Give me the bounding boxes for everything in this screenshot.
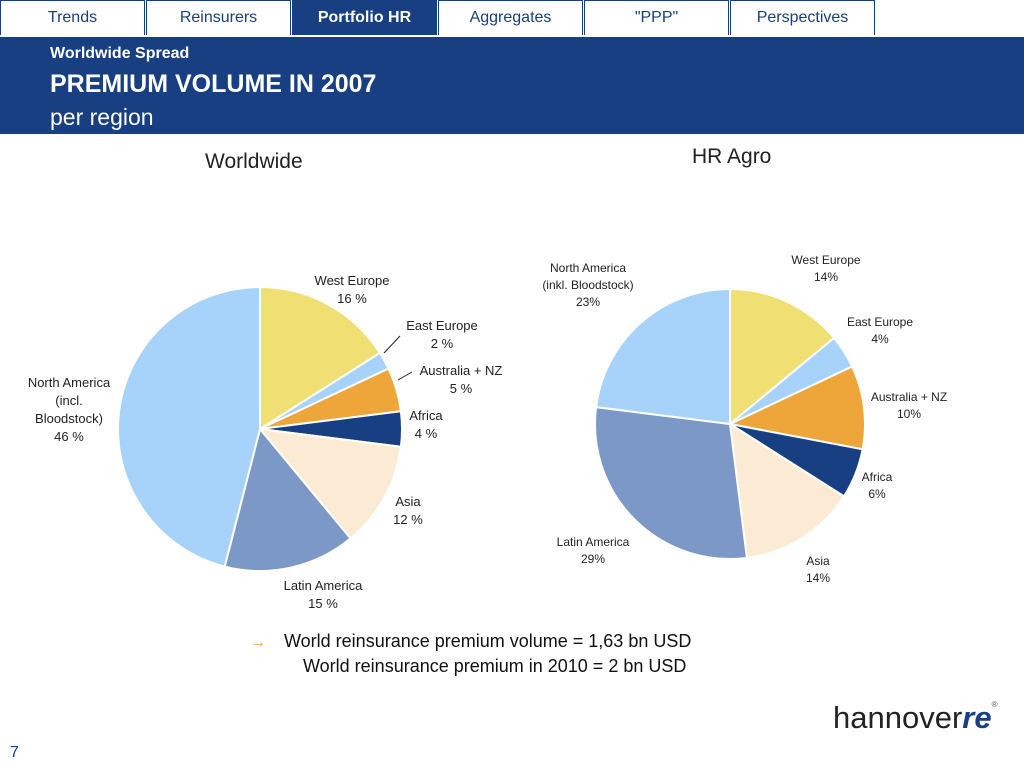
page-title: PREMIUM VOLUME IN 2007 [50,70,377,98]
slice-label: Australia + NZ 5 % [420,363,503,396]
pie-slice [223,426,352,572]
tab-reinsurers[interactable]: Reinsurers [146,0,291,35]
page-number: 7 [10,744,19,761]
slice-label: West Europe 16 % [315,273,390,306]
tab-trends[interactable]: Trends [0,0,145,35]
slice-label: Africa 4 % [409,408,443,441]
pie-slice [594,287,731,426]
tab-portfolio-hr[interactable]: Portfolio HR [292,0,437,35]
pie-slice [117,285,261,568]
note-line-1: World reinsurance premium volume = 1,63 … [284,631,692,651]
pie-slice [594,405,749,560]
nav-tabs: Trends Reinsurers Portfolio HR Aggregate… [0,0,1024,37]
pie-slice [728,422,846,560]
chart-title-hr-agro: HR Agro [692,145,772,168]
arrow-right-icon: → [250,634,266,651]
slice-label: Australia + NZ 10% [871,390,947,421]
slice-label: West Europe 14% [791,253,860,284]
slice-label: East Europe 2 % [406,318,478,351]
page-subtitle: per region [50,104,154,130]
slice-label: Africa 6% [862,470,893,501]
pie-slice [259,285,382,431]
chart-title-worldwide: Worldwide [205,150,303,173]
pie-slice [257,427,402,540]
pie-slice [729,287,836,427]
pie-slice [726,365,866,451]
slice-label: North America (incl. Bloodstock) 46 % [28,375,111,444]
note-line-2: World reinsurance premium in 2010 = 2 bn… [303,656,687,676]
slice-label: North America (inkl. Bloodstock) 23% [542,261,633,309]
label-leader-line [397,371,413,381]
tab-ppp[interactable]: "PPP" [584,0,729,35]
slide-header: Worldwide Spread PREMIUM VOLUME IN 2007 … [0,37,1024,134]
slice-label: East Europe 4% [847,315,913,346]
label-leader-line [383,335,401,354]
slice-label: Asia 12 % [393,494,423,527]
slice-label: Latin America 29% [557,535,630,566]
logo-registered-mark: ® [991,700,998,709]
slice-label: Latin America 15 % [284,578,364,611]
logo-accent: re [962,700,992,735]
tab-aggregates[interactable]: Aggregates [438,0,583,35]
summary-notes: → World reinsurance premium volume = 1,63… [250,631,770,677]
logo-text: hannover [833,700,963,735]
header-sub: Worldwide Spread [50,45,190,62]
tab-perspectives[interactable]: Perspectives [730,0,875,35]
hannover-re-logo: hannoverre® [833,700,998,736]
slice-label: Asia 14% [806,554,830,585]
